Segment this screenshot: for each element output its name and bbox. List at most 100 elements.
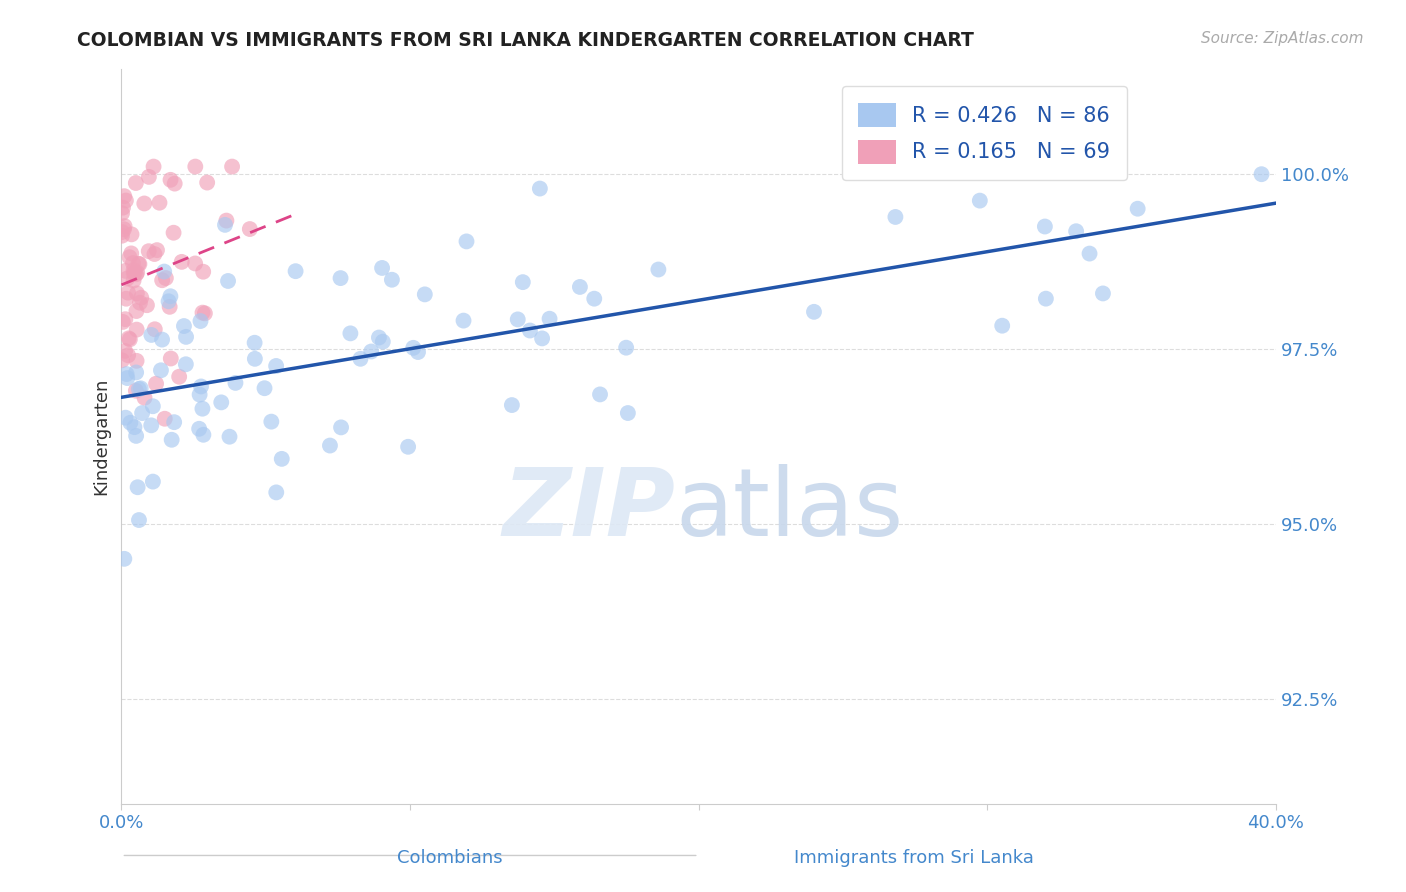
Text: Colombians: Colombians xyxy=(396,849,503,867)
Point xyxy=(413,287,436,301)
Point xyxy=(1250,167,1272,181)
Point xyxy=(148,195,170,210)
Point xyxy=(155,271,177,285)
Point xyxy=(371,260,394,275)
Point xyxy=(128,382,150,396)
Point xyxy=(174,357,197,371)
Point xyxy=(218,430,240,444)
Point xyxy=(159,351,181,366)
Point xyxy=(329,271,352,285)
Point xyxy=(253,381,276,395)
Point xyxy=(260,415,283,429)
Point xyxy=(191,401,214,416)
Point xyxy=(125,366,148,380)
Point xyxy=(114,264,136,278)
Point xyxy=(456,235,478,249)
Point xyxy=(167,369,190,384)
Point xyxy=(114,410,136,425)
Point xyxy=(125,304,148,318)
Point xyxy=(1078,246,1101,260)
Point xyxy=(127,257,149,271)
Point xyxy=(163,177,186,191)
Point xyxy=(122,256,145,270)
Point xyxy=(371,334,394,349)
Point xyxy=(150,273,173,287)
Point xyxy=(143,322,166,336)
Point xyxy=(114,312,136,326)
Point xyxy=(114,219,136,234)
Point xyxy=(188,422,211,436)
Point xyxy=(115,194,138,208)
Point xyxy=(614,341,637,355)
Point xyxy=(506,312,529,326)
Point xyxy=(111,201,134,215)
Point xyxy=(1126,202,1149,216)
Text: atlas: atlas xyxy=(676,464,904,556)
Point xyxy=(194,306,217,320)
Point xyxy=(1091,286,1114,301)
Point xyxy=(264,485,287,500)
Point xyxy=(243,351,266,366)
Point xyxy=(159,300,181,314)
Point xyxy=(568,280,591,294)
Point xyxy=(146,243,169,257)
Point xyxy=(884,210,907,224)
Point xyxy=(803,305,825,319)
Point xyxy=(138,244,160,259)
Point xyxy=(215,213,238,227)
Point xyxy=(519,324,541,338)
Point xyxy=(264,359,287,373)
Point xyxy=(270,451,292,466)
Point xyxy=(160,433,183,447)
Point xyxy=(121,227,143,242)
Point xyxy=(224,376,246,390)
Point xyxy=(149,363,172,377)
Point xyxy=(349,351,371,366)
Point xyxy=(118,332,141,346)
Point xyxy=(583,292,606,306)
Text: Immigrants from Sri Lanka: Immigrants from Sri Lanka xyxy=(794,849,1033,867)
Point xyxy=(115,292,138,306)
Point xyxy=(368,330,391,344)
Point xyxy=(193,427,215,442)
Point xyxy=(512,275,534,289)
Point xyxy=(589,387,612,401)
Text: COLOMBIAN VS IMMIGRANTS FROM SRI LANKA KINDERGARTEN CORRELATION CHART: COLOMBIAN VS IMMIGRANTS FROM SRI LANKA K… xyxy=(77,31,974,50)
Point xyxy=(174,330,197,344)
Point xyxy=(125,354,148,368)
Point xyxy=(120,416,142,430)
Point xyxy=(501,398,523,412)
Point xyxy=(125,267,148,281)
Point xyxy=(124,266,146,280)
Point xyxy=(209,395,232,409)
Text: ZIP: ZIP xyxy=(503,464,676,556)
Point xyxy=(330,420,353,434)
Point xyxy=(159,173,181,187)
Point xyxy=(117,348,139,362)
Point xyxy=(453,313,475,327)
Point xyxy=(125,384,148,398)
Point xyxy=(112,551,135,566)
Point xyxy=(134,391,156,405)
Point xyxy=(1035,292,1057,306)
Point xyxy=(141,327,163,342)
Point xyxy=(138,169,160,184)
Point xyxy=(406,345,429,359)
Point xyxy=(112,189,135,203)
Point xyxy=(129,381,152,395)
Point xyxy=(163,415,186,429)
Point xyxy=(538,311,561,326)
Point xyxy=(190,379,212,393)
Point xyxy=(184,256,207,270)
Point xyxy=(339,326,361,341)
Point xyxy=(396,440,419,454)
Point xyxy=(118,250,141,264)
Point xyxy=(122,273,145,287)
Point xyxy=(111,228,134,243)
Point xyxy=(284,264,307,278)
Point xyxy=(111,353,134,368)
Point xyxy=(150,333,173,347)
Point xyxy=(141,418,163,433)
Point xyxy=(111,225,134,239)
Point xyxy=(117,331,139,345)
